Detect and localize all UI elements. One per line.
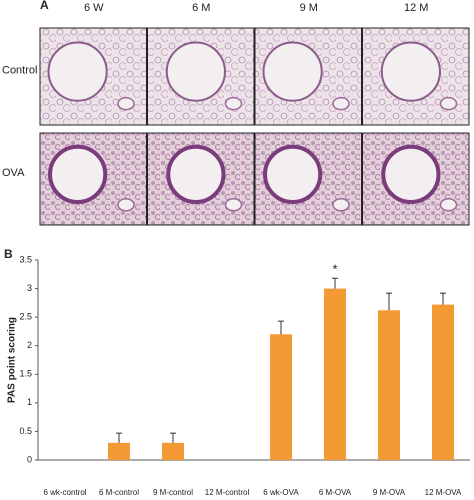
airway [165,41,226,102]
significance-marker: * [332,262,337,277]
y-tick-label: 0 [27,454,32,464]
row-label: OVA [2,167,25,179]
y-tick-label: 2 [27,340,32,350]
panel-label: A [40,0,49,12]
y-tick-label: 1 [27,397,32,407]
x-tick-label: 6 M-OVA [319,488,352,497]
y-tick-label: 3.5 [19,254,32,264]
vessel [117,96,135,111]
histology-panel: 6 W 6 M 9 M 12 M Control OVA [2,2,470,226]
airway [380,41,441,102]
column-label: 6 W [84,2,104,14]
x-tick-label: 9 M-OVA [373,488,406,497]
vessel [439,198,458,212]
column-label: 12 M [404,2,428,14]
x-tick-label: 12 M-OVA [425,488,462,497]
bar [108,442,130,460]
vessel [224,198,243,212]
bar [270,334,292,460]
airway [381,144,441,204]
vessel [117,198,135,212]
x-tick-label: 12 M-control [205,488,250,497]
vessel [224,96,243,111]
x-tick-label: 6 M-control [99,488,139,497]
bar [162,442,184,460]
y-tick-label: 0.5 [19,426,32,436]
x-tick-label: 6 wk-control [43,488,86,497]
airway [262,41,323,102]
bar [432,304,454,460]
panel-label: B [4,247,13,261]
column-label: 9 M [300,2,318,14]
row-label: Control [2,64,37,76]
airway [48,144,108,204]
airway [263,144,323,204]
bar [324,288,346,460]
y-axis-label: PAS point scoring [7,317,18,403]
x-tick-label: 6 wk-OVA [263,488,299,497]
column-label: 6 M [192,2,210,14]
airway [47,41,108,102]
bar [378,310,400,460]
vessel [439,96,458,111]
vessel [332,96,350,111]
airway [166,144,226,204]
y-tick-label: 2.5 [19,312,32,322]
y-tick-label: 1.5 [19,369,32,379]
vessel [332,198,350,212]
x-tick-label: 9 M-control [153,488,193,497]
y-tick-label: 3 [27,283,32,293]
